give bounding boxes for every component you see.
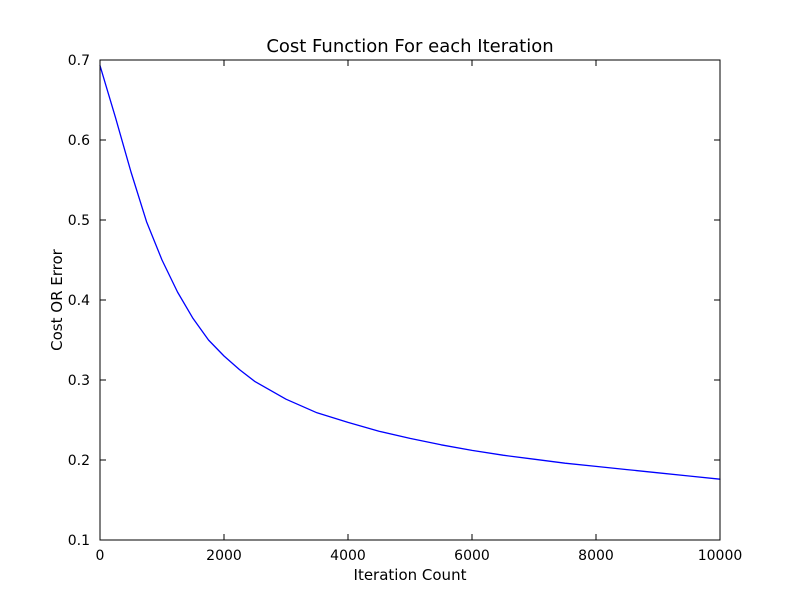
series-line [99,64,721,480]
x-tick-label: 4000 [330,548,366,564]
plot-frame [99,59,721,541]
y-tick-label: 0.3 [68,373,90,389]
x-tick-label: 6000 [454,548,490,564]
plot-area [99,64,721,480]
y-tick-label: 0.7 [68,53,90,69]
y-axis-label: Cost OR Error [48,248,66,351]
x-tick-label: 8000 [578,548,614,564]
axis-ticks: 0 2000 4000 6000 8000 10000 0.1 0.2 0.3 0.4 0.5 0.6… [68,53,743,564]
y-tick-label: 0.4 [68,293,90,309]
y-tick-label: 0.5 [68,213,90,229]
y-tick-label: 0.6 [68,133,90,149]
y-tick-label: 0.1 [68,533,90,549]
y-tick-label: 0.2 [68,453,90,469]
x-axis-label: Iteration Count [354,566,467,584]
x-tick-label: 10000 [698,548,743,564]
chart-title: Cost Function For each Iteration [266,36,553,57]
x-tick-label: 2000 [206,548,242,564]
x-tick-label: 0 [96,548,105,564]
